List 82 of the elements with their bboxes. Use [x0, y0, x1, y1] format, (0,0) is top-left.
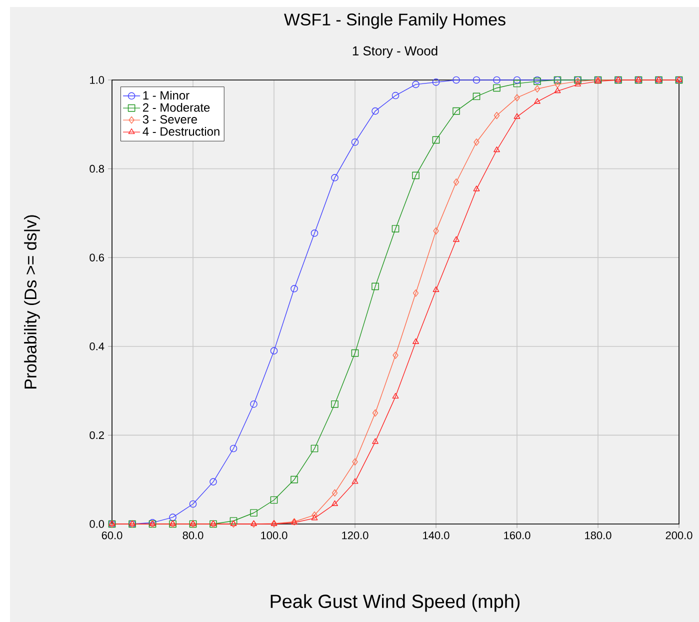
point [270, 496, 278, 504]
point [230, 444, 238, 452]
point [352, 478, 358, 484]
point [332, 500, 338, 506]
point [412, 80, 420, 88]
point [310, 230, 318, 237]
y-tick-label: 0.0 [90, 520, 104, 528]
point [474, 138, 480, 146]
point [372, 438, 378, 444]
point [250, 400, 258, 408]
point [312, 511, 318, 519]
point [392, 225, 400, 232]
x-axis-title: Peak Gust Wind Speed (mph) [270, 594, 520, 612]
point [514, 113, 520, 119]
point [311, 514, 318, 520]
legend-label: 3 - Severe [142, 115, 197, 124]
chart-title: WSF1 - Single Family Homes [284, 13, 506, 29]
point [290, 285, 298, 292]
point [351, 138, 359, 146]
y-tick-label: 0.4 [90, 342, 104, 350]
point [452, 107, 460, 115]
point [331, 400, 338, 408]
x-tick-label: 180.0 [585, 532, 612, 540]
point [472, 92, 480, 100]
x-tick-label: 80.0 [182, 532, 204, 540]
point [494, 112, 500, 120]
x-tick-label: 100.0 [261, 532, 288, 540]
y-tick-label: 0.8 [90, 164, 104, 173]
point [230, 517, 238, 525]
point [493, 84, 500, 92]
point [432, 78, 440, 86]
point [169, 514, 176, 521]
point [412, 289, 419, 297]
legend-label: 4 - Destruction [142, 126, 220, 136]
point [494, 146, 500, 152]
y-axis-title: Probability (Ds >= ds|v) [24, 215, 40, 388]
point [432, 136, 440, 144]
legend-label: 1 - Minor [143, 90, 190, 100]
point [331, 174, 338, 182]
x-tick-label: 120.0 [342, 532, 368, 540]
point [472, 76, 480, 84]
point [351, 349, 359, 357]
point [310, 444, 318, 452]
point [189, 500, 197, 508]
point [352, 458, 358, 466]
point [372, 282, 379, 290]
point [432, 286, 440, 292]
y-tick-label: 0.2 [90, 431, 104, 440]
point [250, 509, 258, 517]
point [270, 347, 278, 354]
point [453, 236, 460, 242]
point [514, 94, 520, 102]
point [412, 338, 419, 344]
point [392, 392, 399, 399]
point [392, 92, 400, 100]
point [290, 476, 298, 484]
point [513, 76, 521, 84]
point [493, 76, 500, 84]
y-tick-label: 0.6 [90, 254, 104, 262]
point [554, 80, 560, 88]
point [332, 489, 338, 497]
point [372, 107, 379, 115]
chart-subtitle: 1 Story - Wood [352, 46, 438, 58]
point [574, 80, 581, 86]
legend-label: 2 - Moderate [142, 102, 210, 112]
point [453, 178, 460, 186]
point [534, 85, 540, 93]
point [534, 98, 540, 104]
point [372, 409, 378, 417]
point [513, 80, 521, 88]
point [473, 186, 480, 192]
point [412, 172, 420, 180]
point [452, 76, 460, 84]
point [433, 227, 439, 235]
x-tick-label: 140.0 [423, 532, 450, 540]
x-tick-label: 200.0 [666, 532, 692, 540]
x-tick-label: 60.0 [102, 532, 122, 540]
point [210, 478, 217, 486]
x-tick-label: 160.0 [504, 532, 530, 540]
point [554, 87, 561, 94]
point [392, 352, 398, 359]
y-tick-label: 1.0 [90, 76, 104, 84]
